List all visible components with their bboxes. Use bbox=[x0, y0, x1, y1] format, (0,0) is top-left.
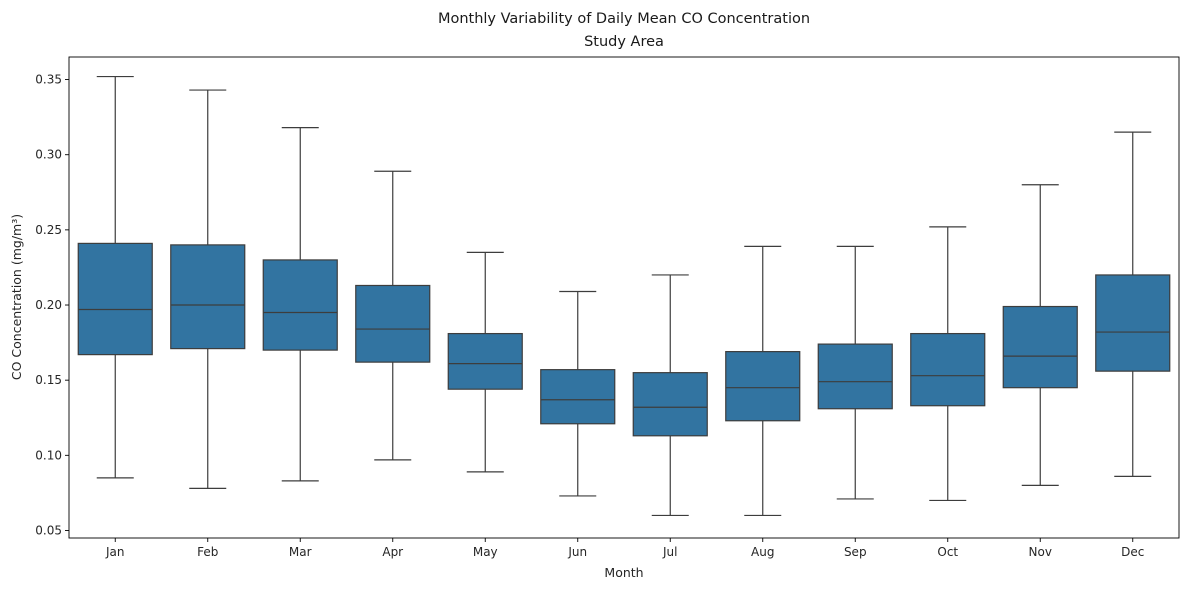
iqr-box bbox=[262, 259, 338, 351]
x-tick-label: Mar bbox=[289, 545, 312, 559]
box-dec bbox=[1095, 131, 1171, 477]
y-tick-label: 0.25 bbox=[35, 223, 62, 237]
y-axis-label: CO Concentration (mg/m³) bbox=[9, 214, 24, 380]
x-tick-label: Dec bbox=[1121, 545, 1144, 559]
box-oct bbox=[910, 226, 986, 502]
x-tick-label: Jun bbox=[567, 545, 587, 559]
x-tick-label: Jan bbox=[105, 545, 125, 559]
y-tick-label: 0.15 bbox=[35, 373, 62, 387]
iqr-box bbox=[1095, 274, 1171, 372]
y-tick-label: 0.30 bbox=[35, 148, 62, 162]
x-tick-label: Nov bbox=[1029, 545, 1052, 559]
box-jul bbox=[632, 274, 708, 517]
iqr-box bbox=[1002, 305, 1078, 389]
chart-subtitle: Study Area bbox=[584, 34, 664, 50]
x-tick-label: Apr bbox=[382, 545, 403, 559]
iqr-box bbox=[355, 284, 431, 363]
box-apr bbox=[355, 170, 431, 461]
plot-frame bbox=[68, 56, 1180, 539]
box-aug bbox=[725, 245, 801, 517]
x-tick-label: Jul bbox=[662, 545, 677, 559]
iqr-box bbox=[77, 242, 153, 356]
box-jun bbox=[540, 290, 616, 497]
box-may bbox=[447, 251, 523, 473]
box-sep bbox=[817, 245, 893, 500]
x-tick-label: Oct bbox=[937, 545, 958, 559]
y-tick-label: 0.35 bbox=[35, 73, 62, 87]
box-feb bbox=[170, 89, 246, 489]
iqr-box bbox=[632, 372, 708, 437]
x-tick-label: Feb bbox=[197, 545, 218, 559]
x-axis-label: Month bbox=[604, 565, 643, 580]
axis-ticks: Jan Feb Mar Apr May Jun Jul Aug Sep Oct Nov Dec 0.05… bbox=[35, 73, 1144, 559]
x-tick-label: Aug bbox=[751, 545, 774, 559]
x-tick-label: May bbox=[473, 545, 498, 559]
box-mar bbox=[262, 127, 338, 482]
iqr-box bbox=[540, 369, 616, 425]
iqr-box bbox=[447, 332, 523, 390]
y-tick-label: 0.05 bbox=[35, 523, 62, 537]
iqr-box bbox=[725, 351, 801, 422]
y-tick-label: 0.20 bbox=[35, 298, 62, 312]
x-tick-label: Sep bbox=[844, 545, 867, 559]
iqr-box bbox=[910, 332, 986, 407]
iqr-box bbox=[817, 343, 893, 410]
box-jan bbox=[77, 75, 153, 479]
plot-area bbox=[77, 75, 1171, 517]
box-nov bbox=[1002, 184, 1078, 486]
iqr-box bbox=[170, 244, 246, 350]
chart-title: Monthly Variability of Daily Mean CO Con… bbox=[438, 11, 810, 27]
y-tick-label: 0.10 bbox=[35, 448, 62, 462]
